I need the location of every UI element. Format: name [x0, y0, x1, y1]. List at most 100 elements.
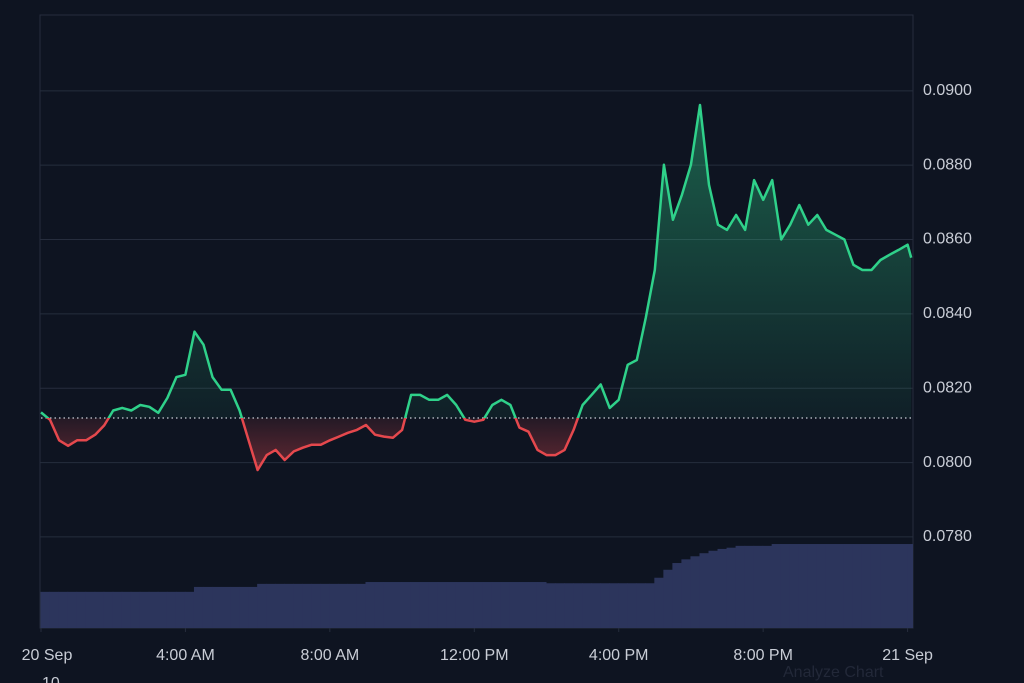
volume-bar: [780, 544, 791, 628]
volume-bar: [248, 586, 258, 628]
y-tick-label: 0.0860: [923, 231, 972, 248]
volume-bar: [852, 544, 863, 628]
volume-bar: [907, 544, 912, 628]
volume-bar: [347, 583, 357, 628]
volume-bar: [374, 582, 385, 628]
price-area: [41, 105, 912, 470]
volume-bar: [130, 591, 141, 628]
volume-bar: [455, 582, 466, 628]
volume-bar: [555, 583, 565, 628]
volume-bar: [591, 583, 601, 628]
volume-bar: [401, 582, 412, 628]
volume-bar: [798, 544, 809, 628]
x-tick-label: 20 Sep: [22, 647, 73, 664]
volume-bar: [410, 582, 421, 628]
volume-bar: [139, 591, 150, 628]
volume-bar: [40, 591, 51, 628]
volume-bar: [428, 582, 439, 628]
y-tick-label: 0.0880: [923, 156, 972, 173]
volume-bar: [221, 586, 231, 628]
volume-bar: [275, 583, 285, 628]
y-tick-label: 0.0800: [923, 454, 972, 471]
volume-bar: [230, 586, 240, 628]
volume-bar: [446, 582, 457, 628]
volume-bar: [94, 591, 105, 628]
volume-bar: [880, 544, 890, 628]
volume-bar: [726, 547, 737, 628]
volume-bar: [618, 583, 628, 628]
volume-bar: [166, 591, 177, 628]
volume-bar: [175, 591, 186, 628]
volume-bar: [889, 544, 899, 628]
volume-bar: [789, 544, 800, 628]
volume-bar: [202, 586, 213, 628]
volume-bar: [762, 545, 773, 628]
volume-bar: [861, 544, 872, 628]
volume-bar: [383, 582, 394, 628]
volume-bar: [212, 586, 222, 628]
volume-bar: [681, 559, 691, 628]
volume-bar: [627, 583, 637, 628]
volume-bar: [870, 544, 881, 628]
volume-bar: [320, 583, 330, 628]
volume-bar: [184, 591, 195, 628]
volume-bar: [112, 591, 123, 628]
volume-bar: [663, 569, 673, 628]
x-tick-label: 4:00 AM: [156, 647, 215, 664]
volume-bar: [365, 582, 375, 628]
volume-bar: [771, 544, 782, 628]
volume-bar: [744, 545, 755, 628]
y-tick-label: 0.0780: [923, 528, 972, 545]
volume-bar: [600, 583, 610, 628]
x-tick-label: 8:00 PM: [733, 647, 793, 664]
volume-bar: [257, 583, 267, 628]
price-line: [40, 103, 913, 472]
volume-bar: [527, 582, 538, 628]
volume-bar: [338, 583, 348, 628]
volume-bar: [491, 582, 502, 628]
x-tick-label: 4:00 PM: [589, 647, 649, 664]
volume-bar: [825, 544, 836, 628]
volume-bar: [910, 544, 913, 628]
volume-bar: [717, 548, 728, 628]
volume-bar: [76, 591, 87, 628]
volume-bar: [311, 583, 321, 628]
volume-bar: [536, 582, 547, 628]
volume-bar: [464, 582, 475, 628]
volume-bar: [121, 591, 132, 628]
volume-bar: [807, 544, 818, 628]
volume-bar: [437, 582, 448, 628]
volume-bar: [636, 583, 646, 628]
volume-bar: [654, 577, 664, 628]
y-tick-label: 0.0820: [923, 379, 972, 396]
volume-bar: [58, 591, 69, 628]
volume-bar: [573, 583, 583, 628]
volume-bar: [672, 563, 682, 628]
volume-bar: [239, 586, 249, 628]
volume-bar: [193, 586, 204, 628]
volume-bar: [157, 591, 168, 628]
volume-bar: [708, 550, 719, 628]
volume-bar: [329, 583, 339, 628]
volume-bar: [518, 582, 529, 628]
volume-bar: [356, 583, 366, 628]
volume-bar: [834, 544, 845, 628]
volume-bar: [843, 544, 854, 628]
volume-bar: [898, 544, 908, 628]
volume-bar: [690, 556, 700, 628]
analyze-link[interactable]: Analyze Chart: [783, 664, 884, 681]
volume-bar: [500, 582, 511, 628]
cut-label: 10: [42, 675, 60, 683]
volume-bar: [284, 583, 294, 628]
volume-bar: [546, 583, 556, 628]
x-tick-label: 12:00 PM: [440, 647, 508, 664]
volume-bar: [753, 545, 764, 628]
volume-bar: [564, 583, 574, 628]
volume-bar: [302, 583, 312, 628]
volume-bar: [266, 583, 276, 628]
x-tick-label: 8:00 AM: [301, 647, 360, 664]
y-tick-label: 0.0900: [923, 82, 972, 99]
volume-bar: [67, 591, 78, 628]
